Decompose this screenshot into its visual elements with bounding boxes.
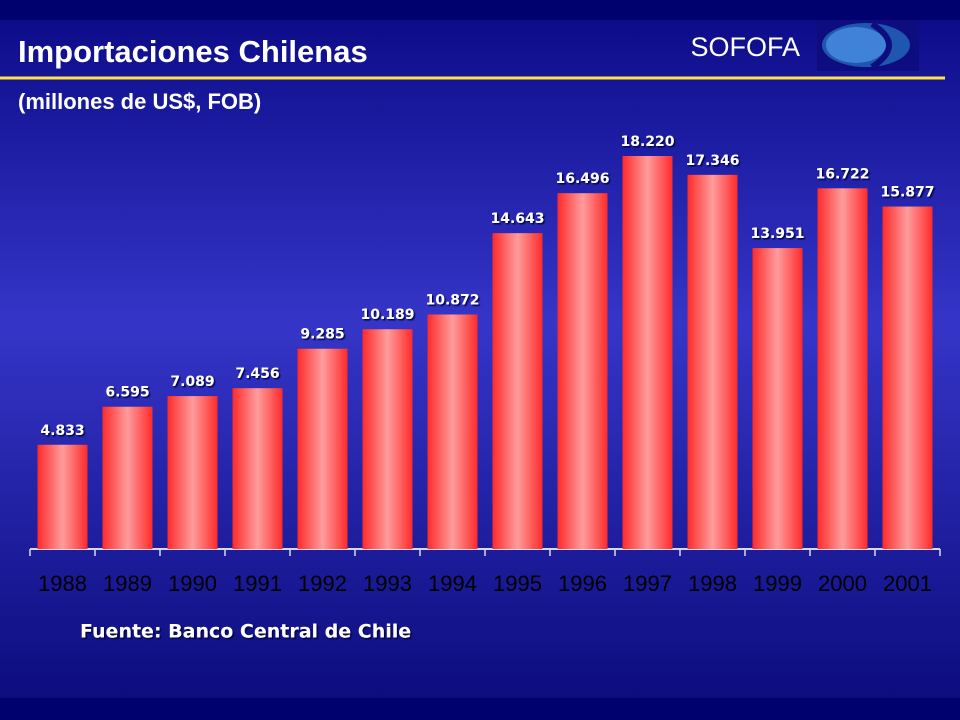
bar	[492, 233, 543, 549]
bar	[687, 174, 738, 549]
top-band	[0, 0, 960, 20]
bar	[232, 388, 283, 549]
x-tick-label: 1994	[428, 571, 477, 596]
source-note: Fuente: Banco Central de Chile	[80, 621, 411, 643]
x-tick-label: 2001	[883, 571, 932, 596]
value-label: 10.189	[360, 307, 414, 323]
value-label: 7.089	[170, 374, 214, 390]
value-label: 14.643	[490, 211, 544, 227]
x-tick-label: 1995	[493, 571, 542, 596]
x-tick-label: 2000	[818, 571, 867, 596]
bar	[557, 193, 608, 550]
value-label: 7.456	[235, 366, 279, 382]
bar	[752, 248, 803, 550]
x-tick-label: 1999	[753, 571, 802, 596]
value-label: 17.346	[685, 153, 739, 169]
value-label: 16.496	[555, 171, 609, 187]
value-label: 15.877	[880, 185, 934, 201]
x-tick-label: 1997	[623, 571, 672, 596]
brand-name: SOFOFA	[690, 32, 800, 62]
bar	[427, 314, 478, 549]
x-tick-label: 1990	[168, 571, 217, 596]
value-label: 16.722	[815, 166, 869, 182]
x-tick-label: 1989	[103, 571, 152, 596]
x-tick-label: 1998	[688, 571, 737, 596]
value-label: 18.220	[620, 134, 674, 150]
bottom-band	[0, 698, 960, 720]
value-label: 10.872	[425, 292, 479, 308]
bar	[37, 444, 88, 549]
value-label: 9.285	[300, 327, 344, 343]
x-tick-label: 1996	[558, 571, 607, 596]
value-label: 6.595	[105, 385, 149, 401]
bar	[817, 188, 868, 550]
bar	[622, 156, 673, 549]
chart-title: Importaciones Chilenas	[18, 34, 368, 69]
x-tick-label: 1991	[233, 571, 282, 596]
value-label: 13.951	[750, 226, 804, 242]
value-label: 4.833	[40, 423, 84, 439]
bar	[362, 329, 413, 549]
bar	[882, 206, 933, 549]
brand-logo	[817, 20, 919, 71]
x-tick-label: 1993	[363, 571, 412, 596]
x-tick-label: 1992	[298, 571, 347, 596]
x-tick-label: 1988	[38, 571, 87, 596]
chart-subtitle: (millones de US$, FOB)	[18, 89, 261, 114]
bar	[297, 348, 348, 549]
bar	[102, 406, 153, 549]
bar	[167, 396, 218, 549]
